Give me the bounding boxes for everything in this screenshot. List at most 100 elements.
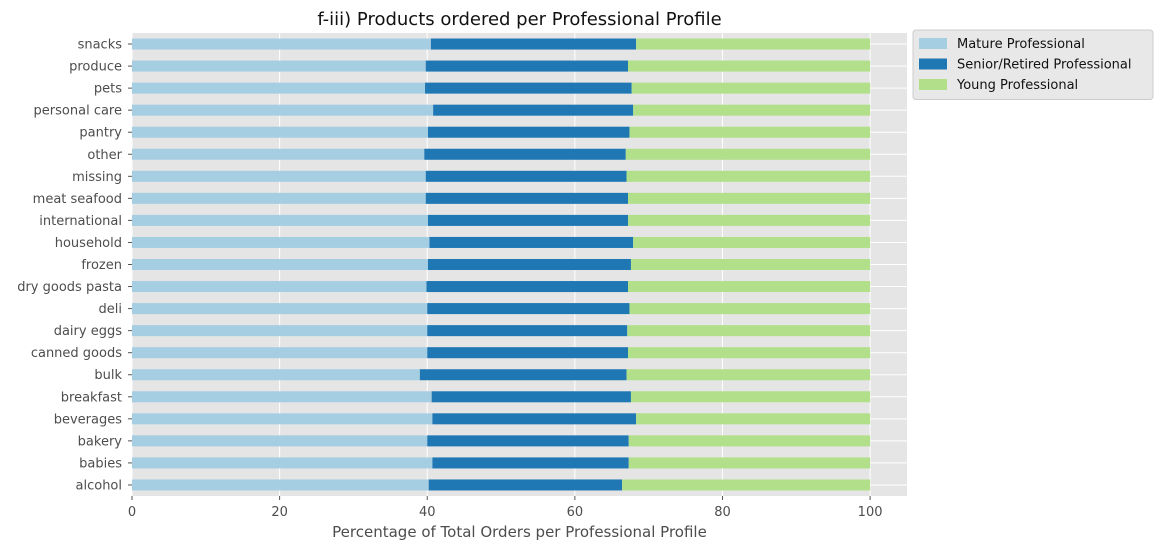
bars [132, 38, 871, 491]
bar-segment [427, 325, 628, 337]
x-tick-label: 20 [271, 505, 288, 520]
chart-title: f-iii) Products ordered per Professional… [317, 9, 721, 30]
bar-segment [633, 236, 871, 248]
bar-segment [429, 236, 634, 248]
category-label: bakery [78, 434, 123, 449]
legend-label: Senior/Retired Professional [957, 58, 1132, 73]
category-labels: alcohol babies bakery beverages breakfast bul… [17, 38, 122, 494]
x-tick-label: 40 [419, 505, 436, 520]
category-label: deli [99, 302, 122, 317]
x-tick-label: 0 [128, 505, 136, 520]
bar-segment [631, 82, 871, 94]
category-label: personal care [34, 104, 122, 119]
bar-segment [419, 369, 627, 381]
bar-segment [425, 192, 628, 204]
legend: Mature Professional Senior/Retired Profes… [912, 29, 1154, 100]
category-label: missing [72, 170, 122, 185]
bar-segment [132, 303, 428, 315]
bar-segment [636, 413, 871, 425]
bar-segment [132, 148, 425, 160]
bar-segment [132, 347, 428, 359]
bar-segment [132, 258, 428, 271]
bar-segment [428, 479, 623, 491]
bar-segment [427, 347, 628, 359]
bar-segment [636, 38, 871, 50]
bar-segment [633, 104, 871, 116]
bar-segment [426, 281, 628, 293]
bar-segment [132, 104, 434, 116]
bar-segment [132, 479, 429, 491]
category-label: other [87, 148, 122, 163]
x-axis-title: Percentage of Total Orders per Professio… [332, 523, 707, 541]
bar-segment [628, 60, 871, 72]
bar-segment [132, 60, 426, 72]
bar-segment [628, 192, 871, 204]
bar-segment [427, 126, 630, 138]
bar-segment [132, 236, 430, 248]
bar-segment [132, 369, 420, 381]
category-label: produce [69, 60, 122, 75]
bar-segment [626, 369, 871, 381]
legend-box [912, 29, 1154, 100]
legend-label: Young Professional [956, 78, 1078, 93]
category-label: bulk [94, 368, 122, 383]
x-tick-label: 80 [714, 505, 731, 520]
category-label: frozen [81, 258, 122, 273]
x-tick-label: 100 [858, 505, 883, 520]
category-label: dairy eggs [54, 324, 123, 339]
bar-segment [626, 170, 871, 182]
bar-segment [132, 457, 433, 469]
bar-segment [427, 435, 629, 447]
bar-segment [425, 82, 632, 94]
bar-segment [628, 347, 871, 359]
bar-segment [432, 413, 637, 425]
bar-segment [431, 391, 631, 403]
bar-segment [630, 258, 871, 271]
bar-segment [628, 214, 871, 226]
bar-segment [628, 281, 871, 293]
bar-segment [132, 325, 428, 337]
category-label: beverages [54, 412, 123, 427]
bar-segment [430, 38, 637, 50]
category-label: dry goods pasta [17, 280, 122, 295]
category-label: pets [94, 82, 122, 97]
category-label: household [55, 236, 122, 251]
bar-segment [132, 170, 426, 182]
bar-segment [132, 192, 426, 204]
category-label: pantry [79, 126, 122, 141]
bar-segment [132, 82, 426, 94]
category-label: meat seafood [33, 192, 122, 207]
bar-segment [132, 214, 428, 226]
bar-segment [433, 104, 634, 116]
x-tick-label: 60 [567, 505, 584, 520]
bar-segment [630, 391, 871, 403]
category-label: snacks [78, 38, 123, 53]
bar-segment [629, 126, 871, 138]
category-label: international [39, 214, 122, 229]
bar-segment [132, 413, 433, 425]
legend-swatch [919, 79, 947, 90]
legend-swatch [919, 38, 947, 49]
bar-segment [432, 457, 629, 469]
category-label: alcohol [76, 478, 122, 493]
bar-segment [425, 60, 628, 72]
bar-segment [427, 214, 628, 226]
bar-segment [132, 281, 427, 293]
x-tick-labels: 0 20 40 60 80 100 [128, 505, 883, 520]
bar-segment [425, 170, 627, 182]
legend-swatch [919, 58, 947, 70]
bar-segment [625, 148, 871, 160]
category-label: breakfast [61, 390, 122, 405]
bar-segment [629, 303, 871, 315]
category-label: babies [79, 456, 122, 471]
bar-segment [427, 303, 630, 315]
bar-segment [628, 457, 871, 469]
category-label: canned goods [31, 346, 122, 361]
bar-segment [132, 391, 432, 403]
bar-segment [132, 435, 428, 447]
bar-segment [132, 38, 431, 50]
bar-segment [427, 258, 631, 271]
bar-segment [132, 126, 428, 138]
